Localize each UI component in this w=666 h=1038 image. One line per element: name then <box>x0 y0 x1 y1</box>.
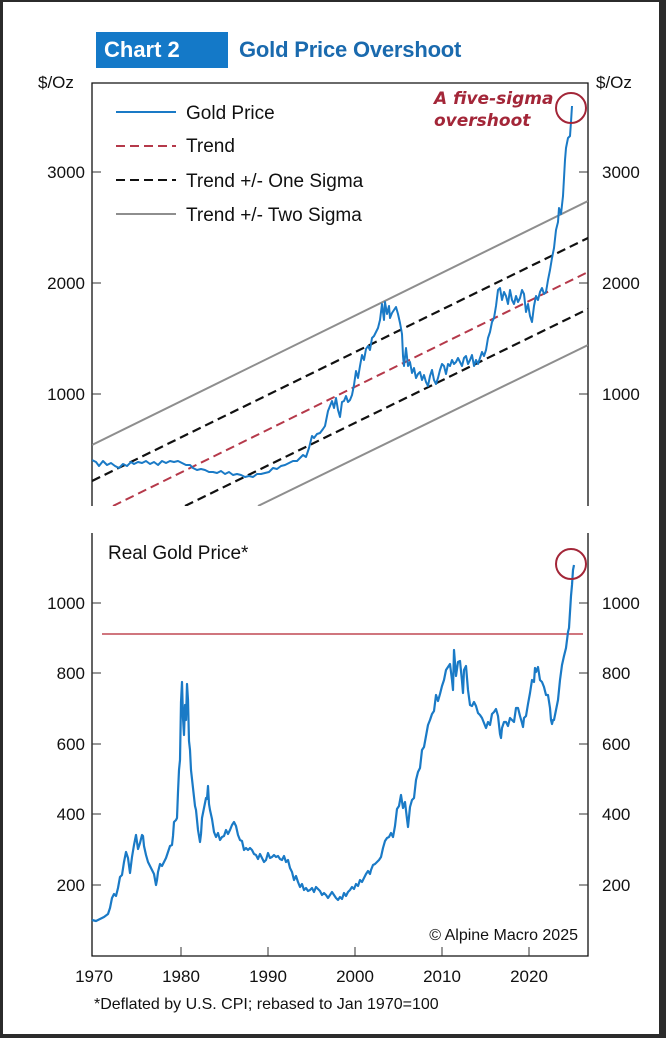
legend-label: Trend <box>186 136 235 157</box>
bottom-ytick-label-left: 800 <box>57 664 85 683</box>
real-gold-price-line <box>91 564 576 923</box>
top-y-unit-right: $/Oz <box>596 73 632 92</box>
copyright-notice: © Alpine Macro 2025 <box>429 927 578 944</box>
xtick-label: 2020 <box>510 967 548 986</box>
bottom-ytick-label-left: 400 <box>57 805 85 824</box>
overshoot-annotation: overshoot <box>434 111 531 131</box>
bottom-ytick-label-left: 1000 <box>47 594 85 613</box>
top-plot-frame <box>91 82 589 506</box>
bottom-ytick-label-right: 600 <box>602 735 630 754</box>
upper-one-sigma-line <box>92 237 588 482</box>
bottom-ytick-label-right: 800 <box>602 664 630 683</box>
bottom-panel: 1000 800 600 400 200 1000 800 600 400 20… <box>47 533 640 1013</box>
lower-one-sigma-line <box>184 308 588 506</box>
bottom-ytick-label-right: 400 <box>602 805 630 824</box>
bottom-ytick-label-left: 600 <box>57 735 85 754</box>
chart-number-badge: Chart 2 <box>96 32 228 68</box>
footnote: *Deflated by U.S. CPI; rebased to Jan 19… <box>94 996 439 1013</box>
chart-title: Gold Price Overshoot <box>239 37 462 62</box>
top-panel: $/Oz $/Oz 3000 2000 1000 3000 2000 1000 … <box>38 73 640 506</box>
top-y-unit-left: $/Oz <box>38 73 74 92</box>
bottom-ytick-label-left: 200 <box>57 876 85 895</box>
bottom-plot-frame <box>91 533 589 957</box>
overshoot-highlight-circle <box>555 92 587 124</box>
top-ytick-label-right: 1000 <box>602 385 640 404</box>
bottom-ytick-label-right: 200 <box>602 876 630 895</box>
x-ticks <box>180 947 530 956</box>
legend-label: Trend +/- One Sigma <box>186 171 364 192</box>
top-ytick-label-left: 1000 <box>47 385 85 404</box>
legend-label: Gold Price <box>186 103 275 124</box>
top-ytick-label-left: 2000 <box>47 274 85 293</box>
legend: Gold Price Trend Trend +/- One Sigma Tre… <box>116 103 364 226</box>
real-gold-price-label: Real Gold Price* <box>108 543 249 564</box>
upper-two-sigma-line <box>92 200 588 446</box>
xtick-label: 1970 <box>75 967 113 986</box>
legend-label: Trend +/- Two Sigma <box>186 205 362 226</box>
chart-header: Chart 2 Gold Price Overshoot <box>96 32 461 68</box>
xtick-label: 1980 <box>162 967 200 986</box>
chart-page: Chart 2 Gold Price Overshoot <box>3 2 659 1034</box>
gold-price-line <box>92 105 573 478</box>
top-ytick-label-right: 2000 <box>602 274 640 293</box>
bottom-y-ticks <box>92 602 588 886</box>
top-ytick-label-left: 3000 <box>47 163 85 182</box>
xtick-label: 2010 <box>423 967 461 986</box>
xtick-label: 2000 <box>336 967 374 986</box>
overshoot-highlight-circle <box>555 548 587 580</box>
lower-two-sigma-line <box>257 344 588 506</box>
top-y-ticks <box>92 171 588 395</box>
xtick-label: 1990 <box>249 967 287 986</box>
bottom-ytick-label-right: 1000 <box>602 594 640 613</box>
overshoot-annotation: A five-sigma <box>432 89 553 109</box>
trend-line <box>112 271 588 506</box>
top-ytick-label-right: 3000 <box>602 163 640 182</box>
